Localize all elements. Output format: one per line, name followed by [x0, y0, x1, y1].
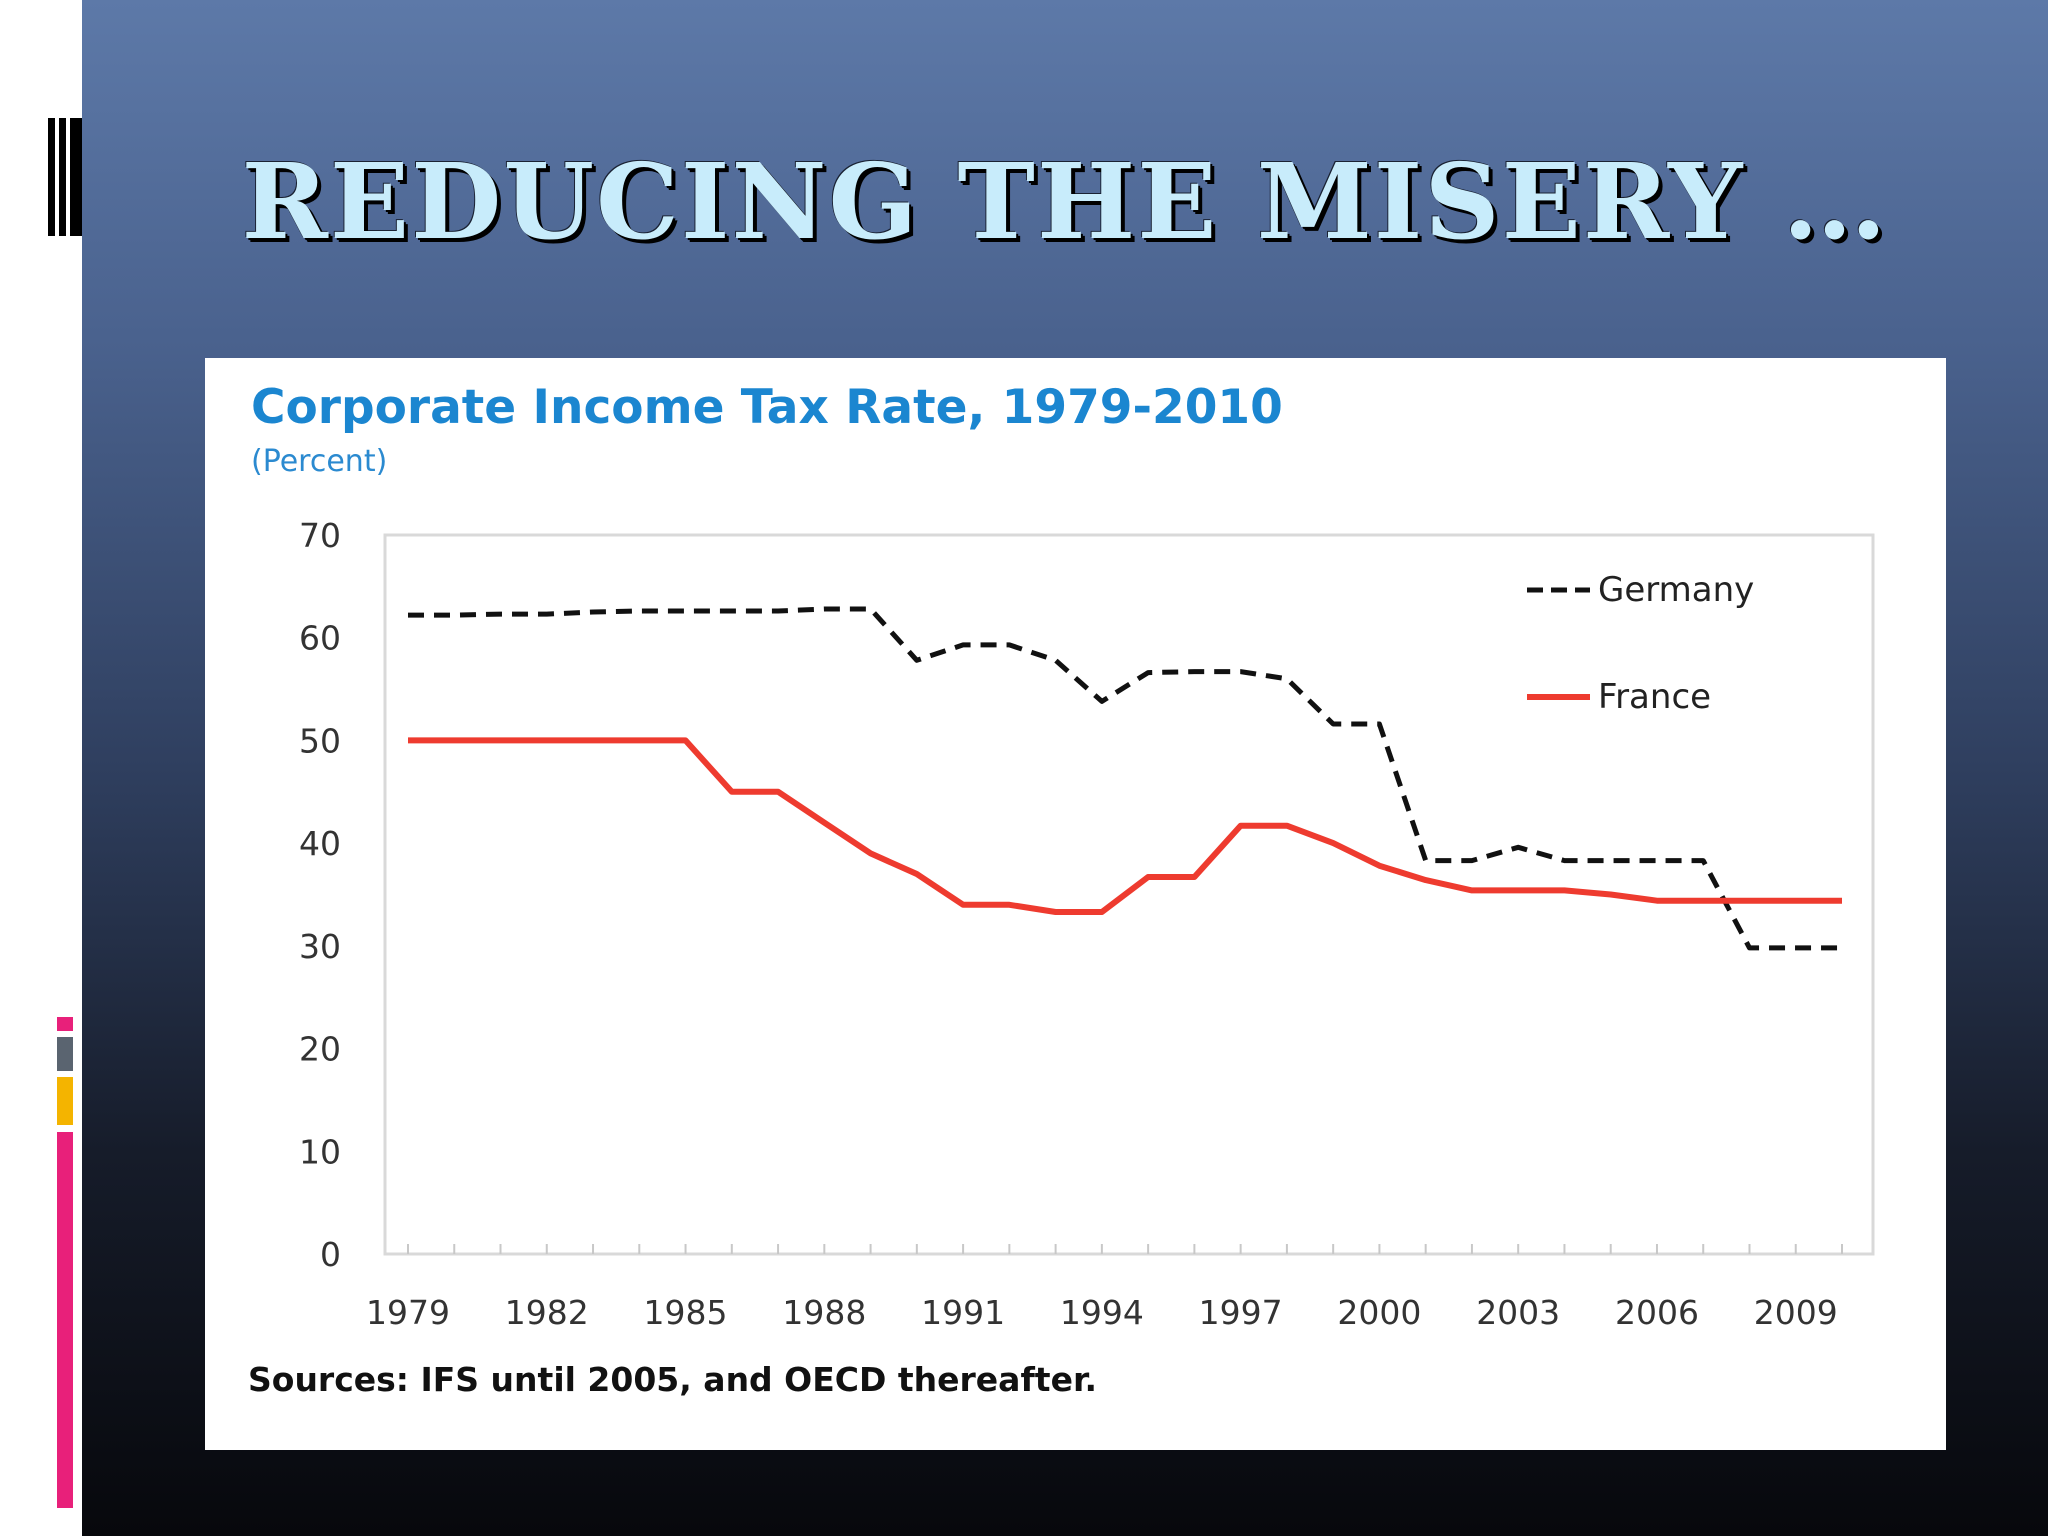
- line-chart: 0 10 20 30 40 50 60 70 1979 1982 1985 1988 1991 1994 1…: [299, 516, 1875, 1332]
- y-tick-label: 70: [299, 516, 341, 555]
- decor-bar-pink-small: [57, 1017, 73, 1031]
- x-tick-label: 1979: [366, 1293, 450, 1332]
- plot-frame: [383, 533, 1875, 1256]
- y-tick-label: 60: [299, 619, 341, 658]
- x-tick-label: 1988: [782, 1293, 866, 1332]
- decor-bar-gray: [57, 1037, 73, 1071]
- series-line-france: [408, 737, 1842, 915]
- x-tick-label: 2009: [1754, 1293, 1838, 1332]
- y-tick-label: 10: [299, 1132, 341, 1171]
- x-tick-label: 1982: [505, 1293, 589, 1332]
- y-tick-label: 20: [299, 1030, 341, 1069]
- x-tick-label: 2003: [1476, 1293, 1560, 1332]
- slide-title: REDUCING THE MISERY …: [241, 140, 1889, 263]
- decor-bar-top-black-3: [70, 118, 82, 236]
- chart-source: Sources: IFS until 2005, and OECD therea…: [248, 1360, 1098, 1399]
- y-tick-label: 0: [320, 1235, 341, 1274]
- decor-bar-pink-tall: [57, 1132, 73, 1508]
- x-tick-label: 1994: [1060, 1293, 1144, 1332]
- x-tick-label: 1991: [921, 1293, 1005, 1332]
- chart-title: Corporate Income Tax Rate, 1979-2010: [251, 380, 1283, 435]
- decor-bar-top-black-2: [59, 118, 66, 236]
- y-tick-label: 30: [299, 927, 341, 966]
- chart-panel: Corporate Income Tax Rate, 1979-2010 (Pe…: [205, 358, 1946, 1450]
- decor-bar-top-black-1: [48, 118, 55, 236]
- chart-subtitle: (Percent): [251, 444, 388, 479]
- y-tick-label: 50: [299, 721, 341, 760]
- series-line-germany: [408, 606, 1842, 951]
- x-tick-label: 2006: [1615, 1293, 1699, 1332]
- y-tick-label: 40: [299, 824, 341, 863]
- x-tick-label: 1997: [1199, 1293, 1283, 1332]
- x-tick-label: 1985: [644, 1293, 728, 1332]
- legend-label-germany: Germany: [1598, 570, 1754, 610]
- x-tick-label: 2000: [1337, 1293, 1421, 1332]
- decor-bar-gold: [57, 1077, 73, 1125]
- legend-label-france: France: [1598, 677, 1711, 717]
